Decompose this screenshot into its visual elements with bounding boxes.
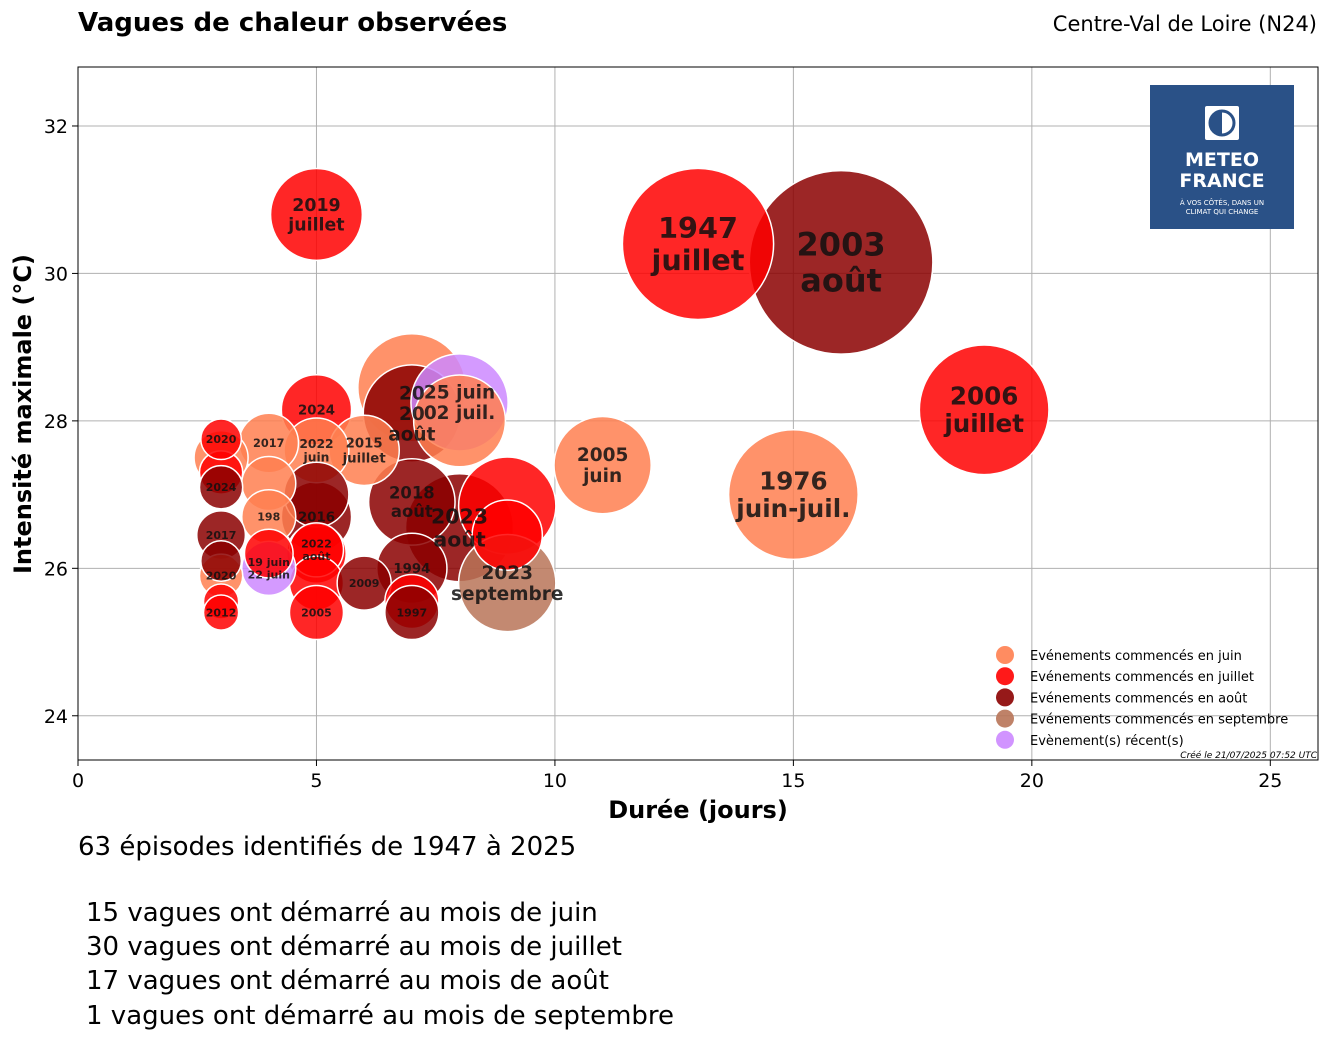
bubble-label: 2012 — [206, 606, 237, 619]
legend-label-juillet: Evénements commencés en juillet — [1030, 670, 1254, 685]
bubble-aout — [384, 584, 440, 641]
logo-line1: METEO — [1185, 149, 1259, 171]
bubble-labels: 2020 2024 2017 2020 2012 2017 198 2019 juillet 20… — [206, 196, 1024, 620]
bubble-juillet — [269, 167, 364, 262]
summary-heading: 63 épisodes identifiés de 1947 à 2025 — [78, 832, 577, 862]
bubble-label: 2020 — [206, 433, 237, 446]
bubble-label: 1976 juin-juil. — [735, 466, 850, 523]
x-axis-label: Durée (jours) — [608, 796, 788, 824]
bubble-juin — [553, 415, 652, 515]
bubble-label: 2015 juillet — [342, 437, 387, 467]
bubble-label: 2023 septembre — [451, 563, 563, 605]
bubble-label: 1997 — [397, 606, 428, 619]
bubble-label: 2020 — [206, 570, 237, 583]
bubble-label: 1994 — [393, 562, 430, 577]
bubble-label: 2022 août — [301, 538, 332, 563]
bubble-juin — [412, 374, 507, 468]
bubble-label: 20 20 août — [388, 383, 435, 445]
plot-frame — [77, 66, 1319, 761]
bubble-juillet — [288, 584, 345, 641]
bubble-label: 2005 juin — [577, 445, 629, 487]
created-stamp: Créé le 21/07/2025 07:52 UTC — [1180, 750, 1317, 761]
legend-label-juin: Evénements commencés en juin — [1030, 649, 1242, 664]
legend-marker-recent — [996, 730, 1014, 749]
region-label: Centre-Val de Loire (N24) — [1052, 12, 1317, 36]
logo-tagline2: CLIMAT QUI CHANGE — [1186, 208, 1259, 216]
legend-label-recent: Evènement(s) récent(s) — [1030, 734, 1184, 749]
x-tick-label: 20 — [1020, 770, 1044, 792]
summary-line-juillet: 30 vagues ont démarré au mois de juillet — [86, 932, 622, 962]
legend-marker-septembre — [996, 709, 1014, 728]
bubble-label: 2023 août — [431, 505, 488, 552]
bubble-label: 2009 — [349, 577, 380, 590]
chart-title: Vagues de chaleur observées — [78, 8, 508, 38]
bubble-label: 198 — [257, 511, 280, 524]
bubble-juillet — [471, 499, 544, 571]
bubble-juin — [727, 429, 859, 561]
bubble-label: 2022 juin — [299, 437, 333, 465]
bubble-label: 2019 juillet — [287, 196, 344, 236]
bubble-label: 2016 — [298, 510, 335, 525]
y-axis-label: Intensité maximale (°C) — [9, 254, 37, 574]
y-tick-label: 26 — [44, 558, 68, 580]
bubble-label: 2005 — [301, 606, 332, 619]
axis-ticks: 0 5 10 15 20 25 24 26 28 30 32 — [44, 116, 1283, 792]
y-tick-label: 28 — [44, 411, 68, 433]
bubble-aout — [200, 539, 243, 582]
bubble-label: 1947 juillet — [651, 211, 745, 277]
y-tick-label: 30 — [44, 263, 68, 285]
bubble-label: 2017 — [206, 529, 237, 542]
bubble-aout — [198, 464, 244, 510]
bubble-label: 2006 juillet — [943, 382, 1024, 439]
y-tick-label: 24 — [44, 706, 68, 728]
x-tick-label: 0 — [72, 770, 84, 792]
bubbles — [193, 167, 1050, 641]
bubble-label: 2024 — [206, 481, 237, 494]
logo-line2: FRANCE — [1179, 170, 1264, 192]
legend: Evénements commencés en juin Evénements c… — [996, 646, 1288, 749]
x-tick-label: 5 — [310, 770, 322, 792]
y-tick-label: 32 — [44, 116, 68, 138]
bubble-label: 2017 — [253, 437, 284, 450]
bubble-juillet — [243, 528, 294, 579]
bubble-label: 2018 août — [389, 484, 435, 521]
summary-line-septembre: 1 vagues ont démarré au mois de septembr… — [86, 1001, 675, 1031]
legend-label-aout: Evénements commencés en août — [1030, 691, 1247, 706]
legend-marker-juillet — [996, 667, 1014, 686]
bubble-label: 2024 — [298, 404, 335, 419]
bubble-juillet — [202, 594, 240, 631]
bubble-juillet — [200, 418, 243, 461]
x-tick-label: 25 — [1258, 770, 1282, 792]
legend-label-septembre: Evénements commencés en septembre — [1030, 713, 1288, 728]
bubble-label: 2003 août — [797, 226, 886, 300]
x-tick-label: 15 — [781, 770, 805, 792]
bubble-juillet — [621, 167, 775, 321]
bubble-juillet — [918, 344, 1050, 476]
meteo-france-logo: METEO FRANCE À VOS CÔTÉS, DANS UN CLIMAT… — [1150, 85, 1294, 229]
bubble-label: 19 juin 22 juin — [248, 556, 290, 581]
logo-tagline1: À VOS CÔTÉS, DANS UN — [1180, 198, 1264, 207]
summary-line-juin: 15 vagues ont démarré au mois de juin — [86, 898, 598, 928]
summary-line-aout: 17 vagues ont démarré au mois de août — [86, 966, 609, 996]
x-tick-label: 10 — [543, 770, 567, 792]
bubble-label: 25 juin 02 juil. — [424, 383, 495, 425]
legend-marker-aout — [996, 688, 1014, 707]
legend-marker-juin — [996, 646, 1014, 664]
